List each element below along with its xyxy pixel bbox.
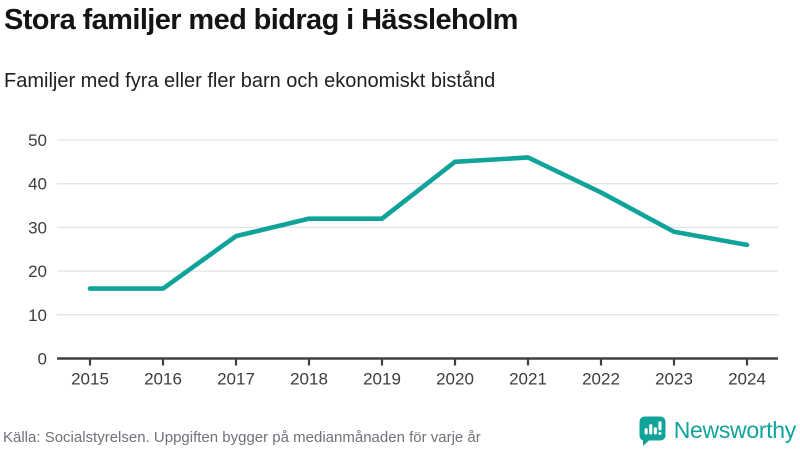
x-tick-label: 2018: [290, 370, 328, 389]
x-tick-label: 2024: [728, 370, 766, 389]
chart-title: Stora familjer med bidrag i Hässleholm: [4, 4, 518, 36]
chart-subtitle: Familjer med fyra eller fler barn och ek…: [4, 70, 496, 92]
x-tick-label: 2015: [71, 370, 109, 389]
x-tick-label: 2023: [655, 370, 693, 389]
y-tick-label: 40: [28, 175, 47, 194]
newsworthy-logo: Newsworthy: [638, 415, 796, 446]
x-tick-label: 2022: [582, 370, 620, 389]
y-tick-label: 30: [28, 218, 47, 237]
line-chart: 2015 2016 2017 2018 2019 2020 2021 2022 2023 2024…: [0, 125, 800, 400]
newsworthy-speech-bubble-chart-icon: [639, 416, 666, 446]
y-tick-label: 10: [28, 306, 47, 325]
newsworthy-wordmark: Newsworthy: [673, 417, 797, 443]
line-chart-canvas: 2015 2016 2017 2018 2019 2020 2021 2022 2023 2024…: [28, 131, 778, 389]
x-tick-label: 2017: [217, 370, 255, 389]
y-tick-label: 50: [28, 131, 47, 150]
source-note: Källa: Socialstyrelsen. Uppgiften bygger…: [3, 429, 481, 446]
data-line-series: [87, 155, 750, 291]
y-tick-label: 0: [38, 350, 47, 369]
bar-chart-glyph: [644, 421, 662, 435]
x-tick-label: 2019: [363, 370, 401, 389]
x-tick-label: 2016: [144, 370, 182, 389]
x-tick-label: 2021: [509, 370, 547, 389]
y-tick-label: 20: [28, 262, 47, 281]
x-tick-label: 2020: [436, 370, 474, 389]
